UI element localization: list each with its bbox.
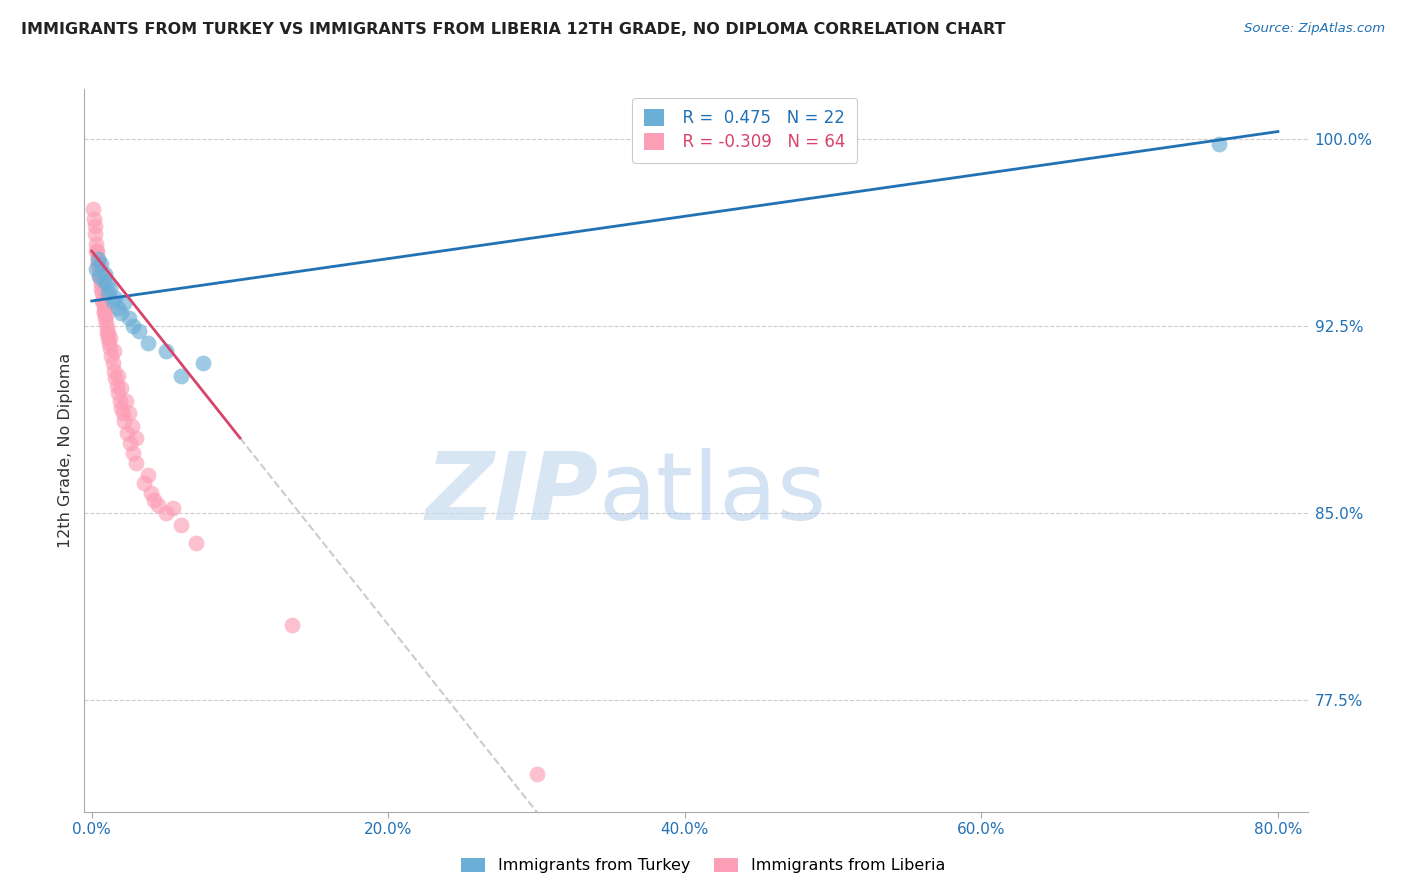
Point (115, 393, 138, 408)
Point (184, 535, 207, 549)
Point (96, 326, 118, 341)
Text: atlas: atlas (598, 448, 827, 540)
Point (93, 299, 115, 313)
Point (97, 336, 120, 351)
Point (89, 261, 111, 276)
Point (86, 244, 108, 259)
Point (111, 406, 134, 420)
Legend: Immigrants from Turkey, Immigrants from Liberia: Immigrants from Turkey, Immigrants from … (454, 851, 952, 880)
Point (86, 257, 108, 271)
Text: Source: ZipAtlas.com: Source: ZipAtlas.com (1244, 22, 1385, 36)
Point (89, 268, 111, 283)
Point (108, 393, 131, 408)
Point (96, 321, 118, 335)
Point (101, 356, 124, 370)
Point (84, 244, 107, 259)
Point (98, 331, 121, 345)
Point (86, 252, 108, 266)
Point (91, 293, 114, 308)
Point (122, 318, 145, 333)
Y-axis label: 12th Grade, No Diploma: 12th Grade, No Diploma (58, 353, 73, 548)
Point (93, 274, 115, 288)
Point (107, 301, 129, 316)
Point (121, 418, 143, 433)
Point (162, 500, 184, 515)
Legend:   R =  0.475   N = 22,   R = -0.309   N = 64: R = 0.475 N = 22, R = -0.309 N = 64 (633, 97, 858, 163)
Point (117, 425, 139, 440)
Point (139, 485, 162, 500)
Point (83, 211, 105, 226)
Point (107, 368, 129, 383)
Point (191, 356, 214, 370)
Point (112, 296, 135, 310)
Point (110, 381, 132, 395)
Point (98, 281, 121, 295)
Point (118, 406, 141, 420)
Point (155, 506, 177, 520)
Point (97, 286, 120, 301)
Point (136, 336, 159, 351)
Point (128, 324, 150, 338)
Point (112, 413, 135, 427)
Point (89, 268, 111, 283)
Point (83, 219, 105, 234)
Point (98, 341, 121, 355)
Point (281, 618, 304, 632)
Point (103, 343, 125, 358)
Point (96, 306, 118, 320)
Point (96, 277, 118, 291)
Point (101, 293, 124, 308)
Point (90, 277, 112, 291)
Point (89, 268, 111, 283)
Point (122, 446, 145, 460)
Text: IMMIGRANTS FROM TURKEY VS IMMIGRANTS FROM LIBERIA 12TH GRADE, NO DIPLOMA CORRELA: IMMIGRANTS FROM TURKEY VS IMMIGRANTS FRO… (21, 22, 1005, 37)
Point (91, 293, 114, 308)
Point (104, 292, 127, 306)
Point (93, 306, 115, 320)
Point (84, 236, 107, 251)
Point (90, 281, 112, 295)
Point (94, 267, 117, 281)
Point (105, 378, 128, 392)
Point (155, 343, 177, 358)
Point (1208, 136, 1230, 151)
Point (170, 368, 193, 383)
Point (94, 317, 117, 331)
Point (107, 386, 129, 401)
Point (104, 371, 127, 385)
Point (125, 431, 148, 445)
Point (84, 261, 107, 276)
Point (94, 311, 117, 326)
Point (90, 274, 112, 288)
Point (120, 436, 142, 450)
Point (136, 468, 159, 483)
Point (90, 257, 112, 271)
Point (118, 311, 141, 326)
Point (93, 304, 115, 318)
Point (143, 493, 166, 508)
Point (84, 227, 107, 241)
Point (125, 456, 148, 470)
Point (86, 252, 108, 266)
Point (526, 767, 548, 781)
Point (170, 518, 193, 533)
Point (110, 306, 132, 320)
Point (82, 202, 104, 216)
Point (97, 326, 120, 341)
Point (100, 349, 122, 363)
Point (132, 475, 155, 490)
Point (87, 257, 110, 271)
Point (110, 401, 132, 416)
Point (103, 364, 125, 378)
Point (97, 331, 120, 345)
Point (148, 498, 170, 512)
Text: ZIP: ZIP (425, 448, 598, 540)
Point (91, 286, 114, 301)
